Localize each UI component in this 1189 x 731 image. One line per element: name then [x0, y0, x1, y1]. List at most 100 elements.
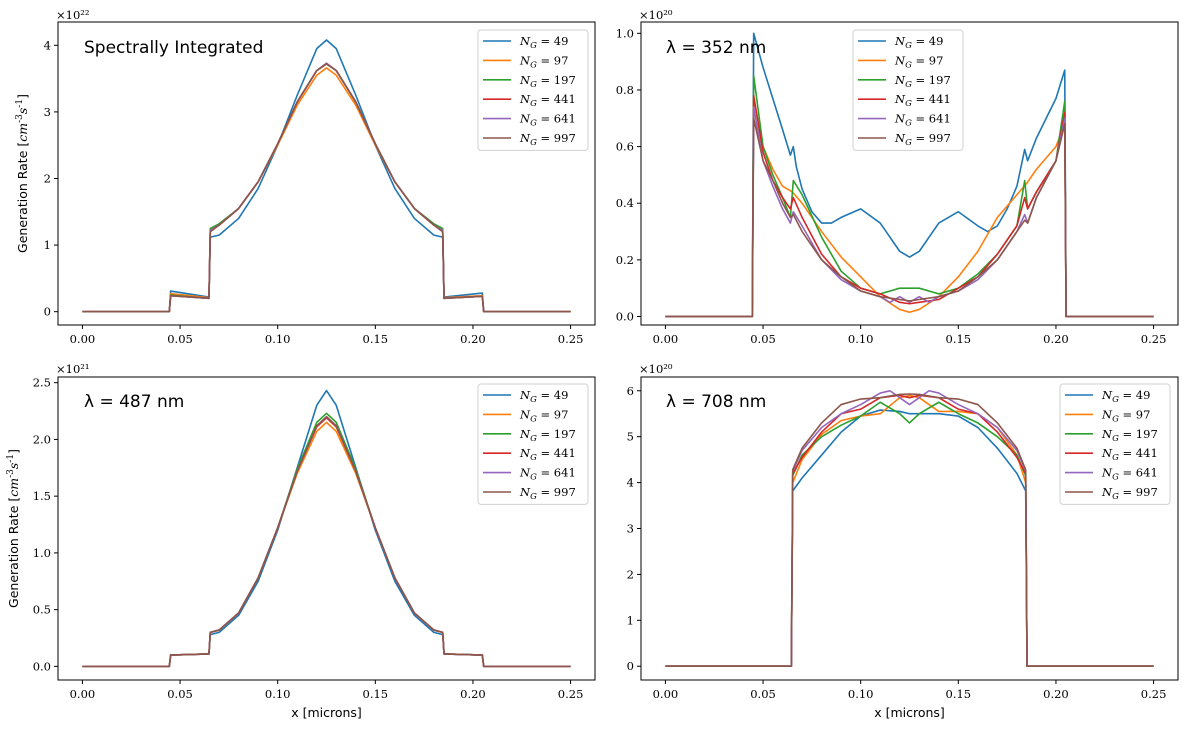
- legend-entry: NG = 997: [519, 131, 576, 148]
- legend-entry: NG = 641: [894, 112, 951, 129]
- legend-entry: NG = 441: [1101, 446, 1158, 463]
- series-line-997: [82, 415, 571, 668]
- x-tick-label: 0.20: [1043, 687, 1069, 701]
- y-tick-label: 1.0: [616, 26, 634, 40]
- legend-entry: NG = 97: [894, 53, 943, 70]
- y-tick-label: 5: [627, 430, 634, 444]
- x-tick-label: 0.20: [1043, 332, 1069, 346]
- axes-frame: [640, 21, 1179, 326]
- y-tick-label: 4: [627, 476, 634, 490]
- x-axis-label: x [microns]: [874, 705, 945, 720]
- x-axis-label: x [microns]: [291, 705, 362, 720]
- legend-entry: NG = 997: [1101, 485, 1158, 502]
- x-tick-label: 0.15: [946, 332, 972, 346]
- x-tick-label: 0.10: [265, 332, 291, 346]
- series-line-97: [665, 97, 1154, 318]
- axes-frame: [57, 376, 596, 681]
- panel-top-left: 0.00 0.05 0.10 0.15 0.20 0.25 0 1 2 3 4 ×10²² Spectr…: [15, 8, 596, 346]
- x-tick-label: 0.25: [1141, 687, 1167, 701]
- legend-entry: NG = 197: [519, 427, 576, 444]
- y-tick-label: 0.2: [616, 253, 634, 267]
- legend-entry: NG = 441: [894, 92, 951, 109]
- y-tick-label: 3: [627, 522, 634, 536]
- legend-entry: NG = 97: [519, 53, 568, 70]
- x-tick-label: 0.25: [558, 687, 584, 701]
- legend-entry: NG = 197: [894, 73, 951, 90]
- x-tick-label: 0.10: [848, 687, 874, 701]
- legend-entry: NG = 641: [519, 112, 576, 129]
- y-tick-label: 4: [44, 38, 51, 52]
- legend-entry: NG = 97: [1101, 407, 1150, 424]
- series-line-997: [665, 393, 1154, 668]
- legend-entry: NG = 441: [519, 92, 576, 109]
- series-line-441: [665, 94, 1154, 318]
- legend-entry: NG = 441: [519, 446, 576, 463]
- series-line-197: [665, 401, 1154, 668]
- legend-entry: NG = 197: [1101, 427, 1158, 444]
- x-tick-label: 0.00: [653, 332, 679, 346]
- panel-bottom-left: 0.00 0.05 0.10 0.15 0.20 0.25 0.0 0.5 1.0 1.5 2.0 2…: [6, 362, 596, 720]
- y-tick-label: 0.8: [616, 83, 634, 97]
- x-tick-label: 0.00: [70, 687, 96, 701]
- legend: NG = 49 NG = 97 NG = 197 NG = 441 NG = 641 NG…: [852, 29, 964, 151]
- x-tick-label: 0.20: [460, 687, 486, 701]
- legend-entry: NG = 49: [1101, 388, 1150, 405]
- panel-title: λ = 487 nm: [84, 392, 184, 412]
- panel-title: λ = 708 nm: [666, 392, 766, 412]
- y-tick-label: 2.0: [33, 432, 51, 446]
- panel-title: Spectrally Integrated: [84, 38, 263, 58]
- x-tick-label: 0.25: [558, 332, 584, 346]
- y-tick-label: 0.5: [33, 603, 51, 617]
- y-tick-label: 2.5: [33, 376, 51, 390]
- y-tick-label: 3: [44, 105, 51, 119]
- offset-text: ×10²¹: [56, 362, 90, 376]
- legend-entry: NG = 49: [519, 34, 568, 51]
- series-line-49: [665, 32, 1154, 318]
- y-axis-label: Generation Rate [cm-3s-1]: [6, 449, 21, 608]
- series-line-997: [665, 117, 1154, 318]
- x-tick-label: 0.10: [265, 687, 291, 701]
- legend-entry: NG = 49: [894, 34, 943, 51]
- legend-entry: NG = 49: [519, 388, 568, 405]
- y-tick-label: 0.0: [33, 659, 51, 673]
- legend-entry: NG = 997: [519, 485, 576, 502]
- x-tick-label: 0.10: [848, 332, 874, 346]
- legend-entry: NG = 641: [1101, 466, 1158, 483]
- x-tick-label: 0.05: [750, 332, 776, 346]
- panel-top-right: 0.00 0.05 0.10 0.15 0.20 0.25 0.0 0.2 0.4 0.6 0.8 1…: [616, 8, 1179, 346]
- series-line-997: [82, 63, 571, 313]
- y-tick-label: 0: [627, 659, 634, 673]
- y-tick-label: 2: [627, 567, 634, 581]
- series-line-441: [665, 394, 1154, 668]
- panel-title: λ = 352 nm: [666, 38, 766, 58]
- legend: NG = 49 NG = 97 NG = 197 NG = 441 NG = 641 NG…: [477, 29, 589, 151]
- x-tick-label: 0.15: [363, 687, 389, 701]
- x-tick-label: 0.00: [653, 687, 679, 701]
- x-tick-label: 0.05: [167, 332, 193, 346]
- y-tick-label: 0.4: [616, 196, 634, 210]
- legend-entry: NG = 197: [519, 73, 576, 90]
- x-tick-label: 0.25: [1141, 332, 1167, 346]
- y-tick-label: 6: [627, 384, 634, 398]
- legend: NG = 49 NG = 97 NG = 197 NG = 441 NG = 641 NG…: [477, 383, 589, 505]
- y-axis-label: Generation Rate [cm-3s-1]: [15, 94, 30, 253]
- legend-entry: NG = 997: [894, 131, 951, 148]
- legend: NG = 49 NG = 97 NG = 197 NG = 441 NG = 641 NG…: [1059, 383, 1171, 505]
- x-tick-label: 0.05: [167, 687, 193, 701]
- series-line-49: [665, 409, 1154, 668]
- axes-frame: [57, 21, 596, 326]
- x-tick-label: 0.15: [363, 332, 389, 346]
- legend-entry: NG = 641: [519, 466, 576, 483]
- y-tick-label: 1.5: [33, 489, 51, 503]
- y-tick-label: 1: [44, 238, 51, 252]
- x-tick-label: 0.15: [946, 687, 972, 701]
- x-tick-label: 0.05: [750, 687, 776, 701]
- offset-text: ×10²⁰: [639, 8, 673, 22]
- y-tick-label: 0.0: [616, 310, 634, 324]
- panel-bottom-right: 0.00 0.05 0.10 0.15 0.20 0.25 0 1 2 3 4 5 6 ×10²⁰ λ = …: [627, 362, 1179, 720]
- offset-text: ×10²⁰: [639, 362, 673, 376]
- y-tick-label: 0.6: [616, 140, 634, 154]
- offset-text: ×10²²: [56, 8, 90, 22]
- legend-entry: NG = 97: [519, 407, 568, 424]
